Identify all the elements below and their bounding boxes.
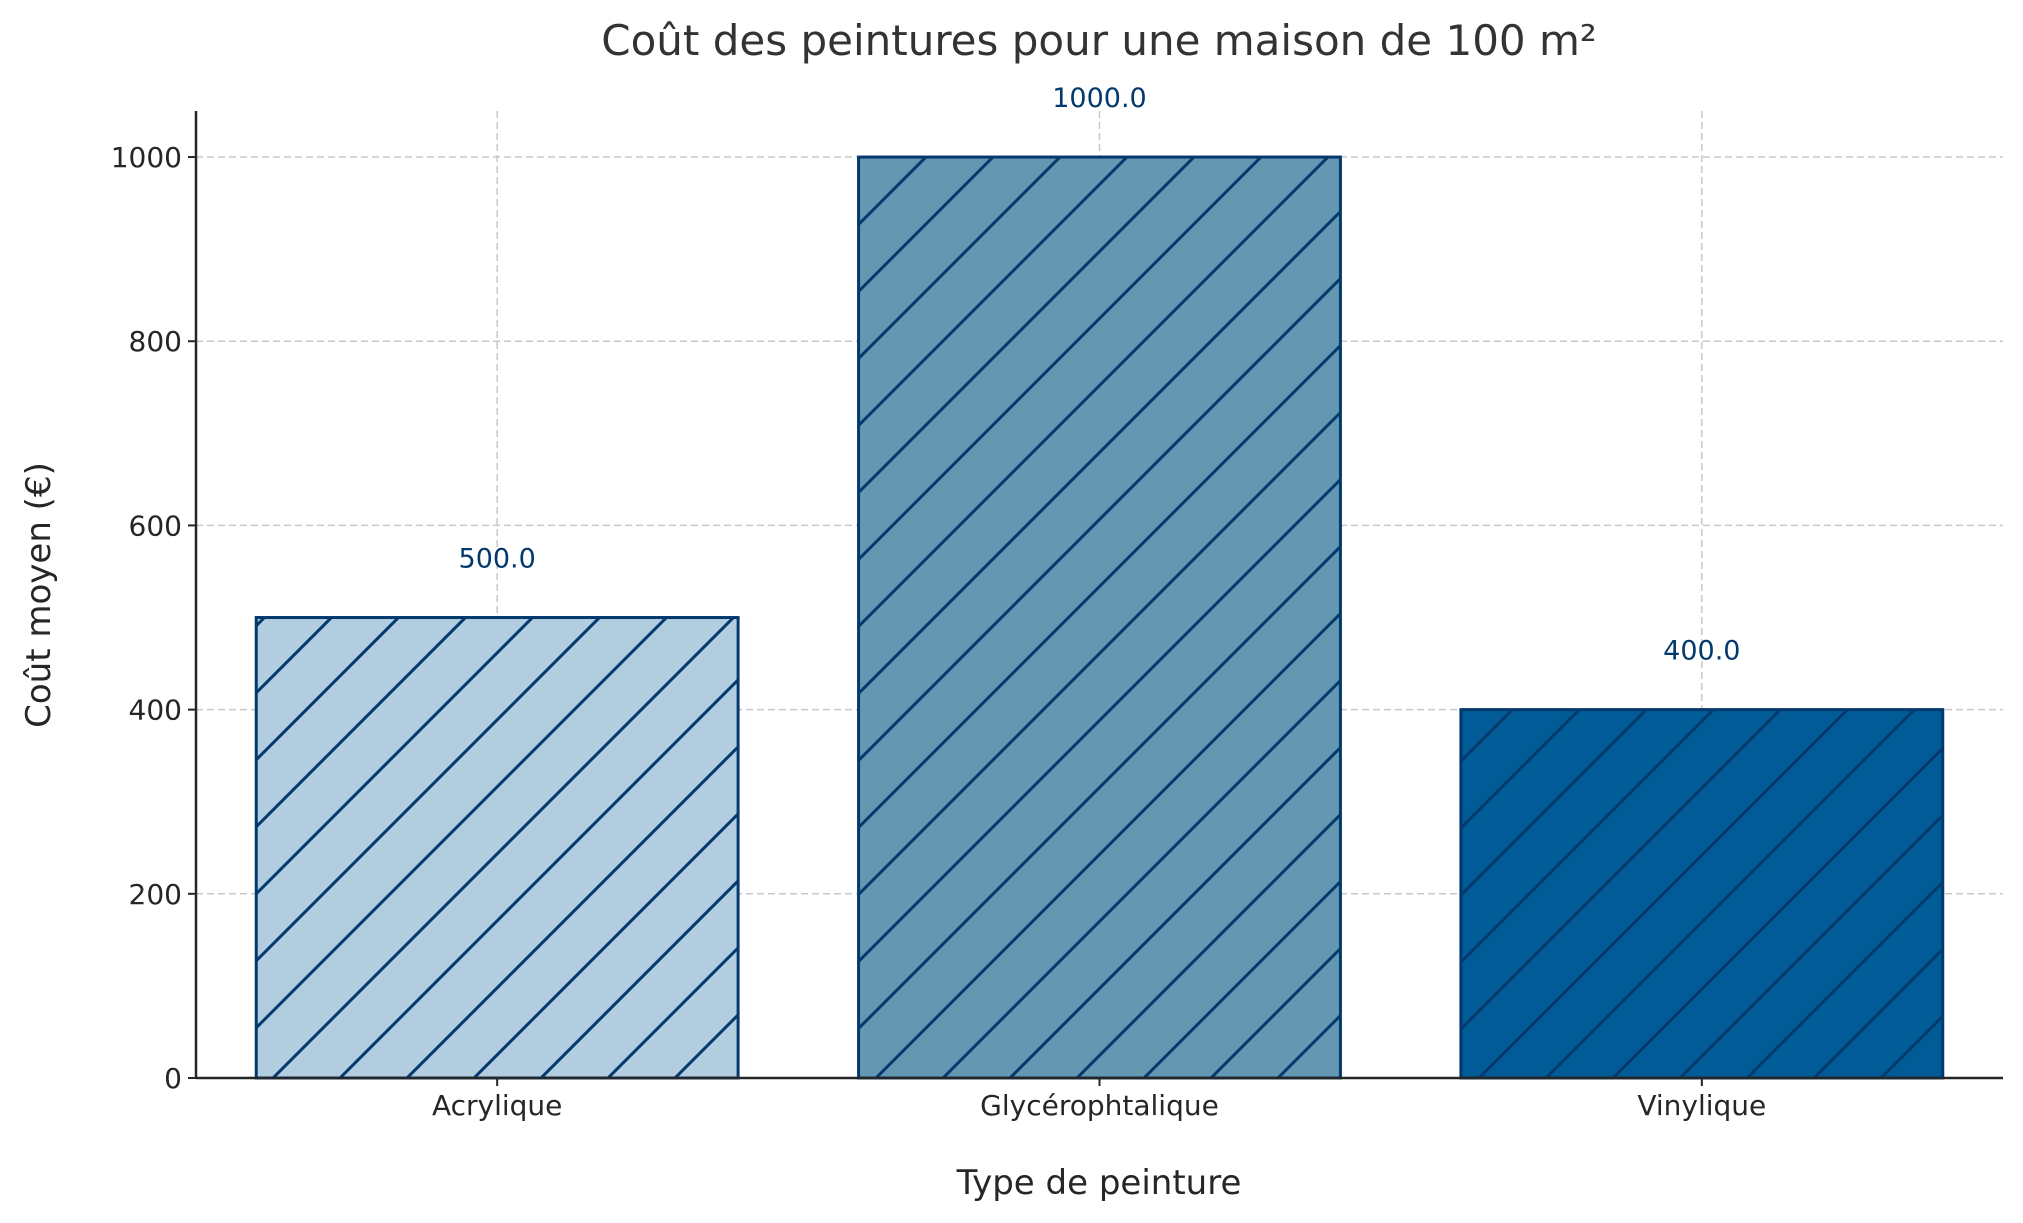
bar-hatch (857, 155, 1342, 1080)
data-label: 1000.0 (1052, 83, 1146, 114)
x-tick-label: Glycérophtalique (980, 1089, 1219, 1122)
x-tick-label: Acrylique (432, 1089, 562, 1122)
data-label: 500.0 (459, 544, 536, 575)
y-tick-label: 600 (129, 509, 182, 542)
data-label: 400.0 (1663, 636, 1740, 667)
bar-hatch (1459, 708, 1945, 1080)
y-tick-label: 200 (129, 878, 182, 911)
y-tick-label: 800 (129, 325, 182, 358)
chart-title: Coût des peintures pour une maison de 10… (601, 16, 1597, 65)
y-tick-label: 1000 (111, 141, 182, 174)
x-tick-label: Vinylique (1637, 1089, 1766, 1122)
y-tick-label: 400 (129, 694, 182, 727)
x-axis-label: Type de peinture (956, 1163, 1242, 1203)
y-tick-label: 0 (164, 1062, 182, 1095)
y-axis-label: Coût moyen (€) (19, 462, 59, 728)
bar-hatch (254, 616, 740, 1080)
